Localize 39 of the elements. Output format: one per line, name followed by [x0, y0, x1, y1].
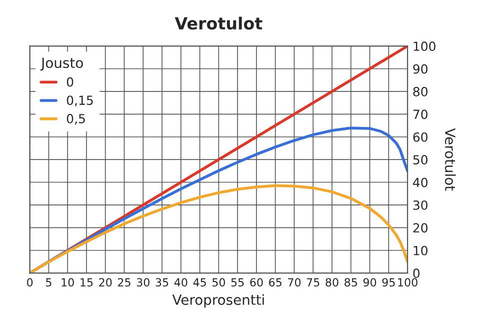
x-tick-label: 15	[80, 278, 93, 287]
x-tick-label: 100	[398, 278, 418, 287]
x-tick-label: 95	[382, 278, 395, 287]
x-tick-label: 75	[306, 278, 320, 287]
y-tick-label: 50	[413, 155, 428, 164]
x-tick-label: 50	[212, 278, 226, 287]
x-tick-label: 10	[62, 278, 74, 287]
x-tick-label: 5	[46, 278, 52, 287]
x-tick-label: 80	[326, 278, 338, 287]
legend-label: 0,5	[66, 114, 85, 125]
x-tick-label: 30	[136, 278, 150, 287]
y-tick-label: 60	[413, 132, 428, 142]
y-tick-label: 80	[413, 86, 428, 96]
x-tick-label: 65	[269, 278, 282, 287]
legend-label: 0,15	[66, 96, 93, 106]
x-tick-label: 20	[99, 278, 112, 287]
x-tick-label: 55	[231, 278, 244, 287]
x-tick-label: 40	[174, 278, 188, 287]
y-tick-label: 40	[413, 178, 428, 188]
x-tick-label: 25	[118, 278, 130, 287]
y-axis-title: Verotulot	[444, 128, 456, 191]
x-tick-label: 85	[344, 278, 357, 287]
y-tick-label: 70	[413, 110, 428, 120]
x-axis-title: Veroprosentti	[172, 294, 264, 308]
y-tick-label: 20	[413, 223, 428, 233]
y-tick-label: 30	[413, 200, 428, 210]
x-tick-label: 90	[363, 278, 376, 287]
legend-title: Jousto	[40, 58, 83, 71]
x-tick-label: 60	[250, 278, 263, 287]
legend-label: 0	[66, 77, 74, 87]
x-tick-label: 0	[27, 278, 33, 287]
y-tick-label: 100	[414, 42, 436, 51]
y-tick-label: 10	[414, 246, 428, 256]
y-tick-label: 90	[413, 64, 428, 74]
x-tick-label: 70	[288, 278, 301, 287]
x-tick-label: 45	[193, 278, 206, 287]
chart-title: Verotulot	[174, 16, 262, 30]
x-tick-label: 35	[156, 278, 168, 287]
y-tick-label: 0	[413, 268, 420, 278]
